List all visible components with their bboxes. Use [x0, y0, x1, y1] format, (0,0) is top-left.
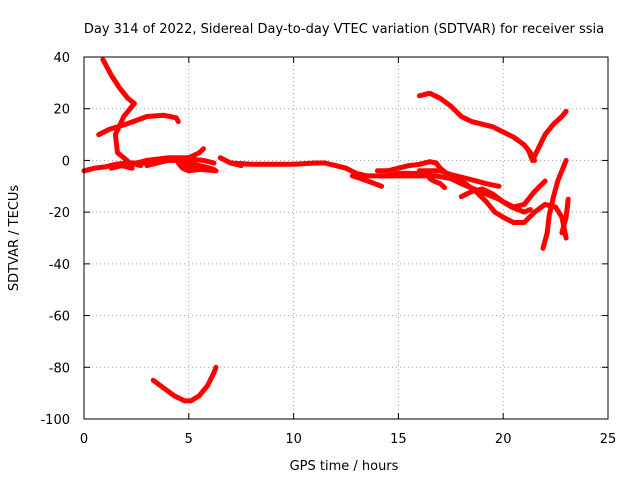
series-arc-18 — [458, 178, 548, 210]
y-tick-label: 40 — [53, 51, 70, 66]
x-tick-label: 5 — [185, 432, 193, 447]
series-arc-2 — [112, 101, 144, 169]
series-arc-19 — [416, 90, 538, 163]
y-tick-label: -80 — [49, 361, 70, 376]
y-axis-label: SDTVAR / TECUs — [7, 185, 22, 292]
series-arc-21 — [540, 157, 569, 251]
x-tick-label: 20 — [495, 432, 512, 447]
x-tick-label: 0 — [80, 432, 88, 447]
series-arc-23 — [150, 364, 219, 404]
series-arc-20 — [525, 108, 569, 163]
y-tick-label: 20 — [53, 103, 70, 118]
chart-title: Day 314 of 2022, Sidereal Day-to-day VTE… — [84, 22, 604, 37]
series-arc-17 — [427, 176, 447, 191]
series-layer — [81, 57, 571, 404]
x-tick-label: 25 — [600, 432, 617, 447]
y-tick-label: -20 — [49, 206, 70, 221]
series-arc-13 — [349, 173, 385, 189]
x-axis-label: GPS time / hours — [290, 459, 399, 474]
series-arc-10 — [182, 163, 219, 174]
series-arc-1 — [100, 57, 137, 106]
series-arc-8 — [144, 156, 217, 166]
plot-frame — [83, 56, 609, 420]
y-tick-label: -40 — [49, 258, 70, 273]
series-arc-6 — [123, 146, 206, 169]
y-tick-label: 0 — [62, 154, 70, 169]
y-tick-label: -60 — [49, 310, 70, 325]
axis-ticks: 0 5 10 15 20 25 -100 -80 -60 -40 -20 0 20 40 — [40, 51, 616, 447]
x-tick-label: 10 — [285, 432, 302, 447]
grid-lines — [84, 57, 608, 419]
series-arc-22 — [559, 196, 571, 236]
y-tick-label: -100 — [40, 413, 70, 428]
series-arc-3 — [96, 112, 181, 138]
x-tick-label: 15 — [390, 432, 407, 447]
series-arc-16 — [416, 168, 502, 189]
